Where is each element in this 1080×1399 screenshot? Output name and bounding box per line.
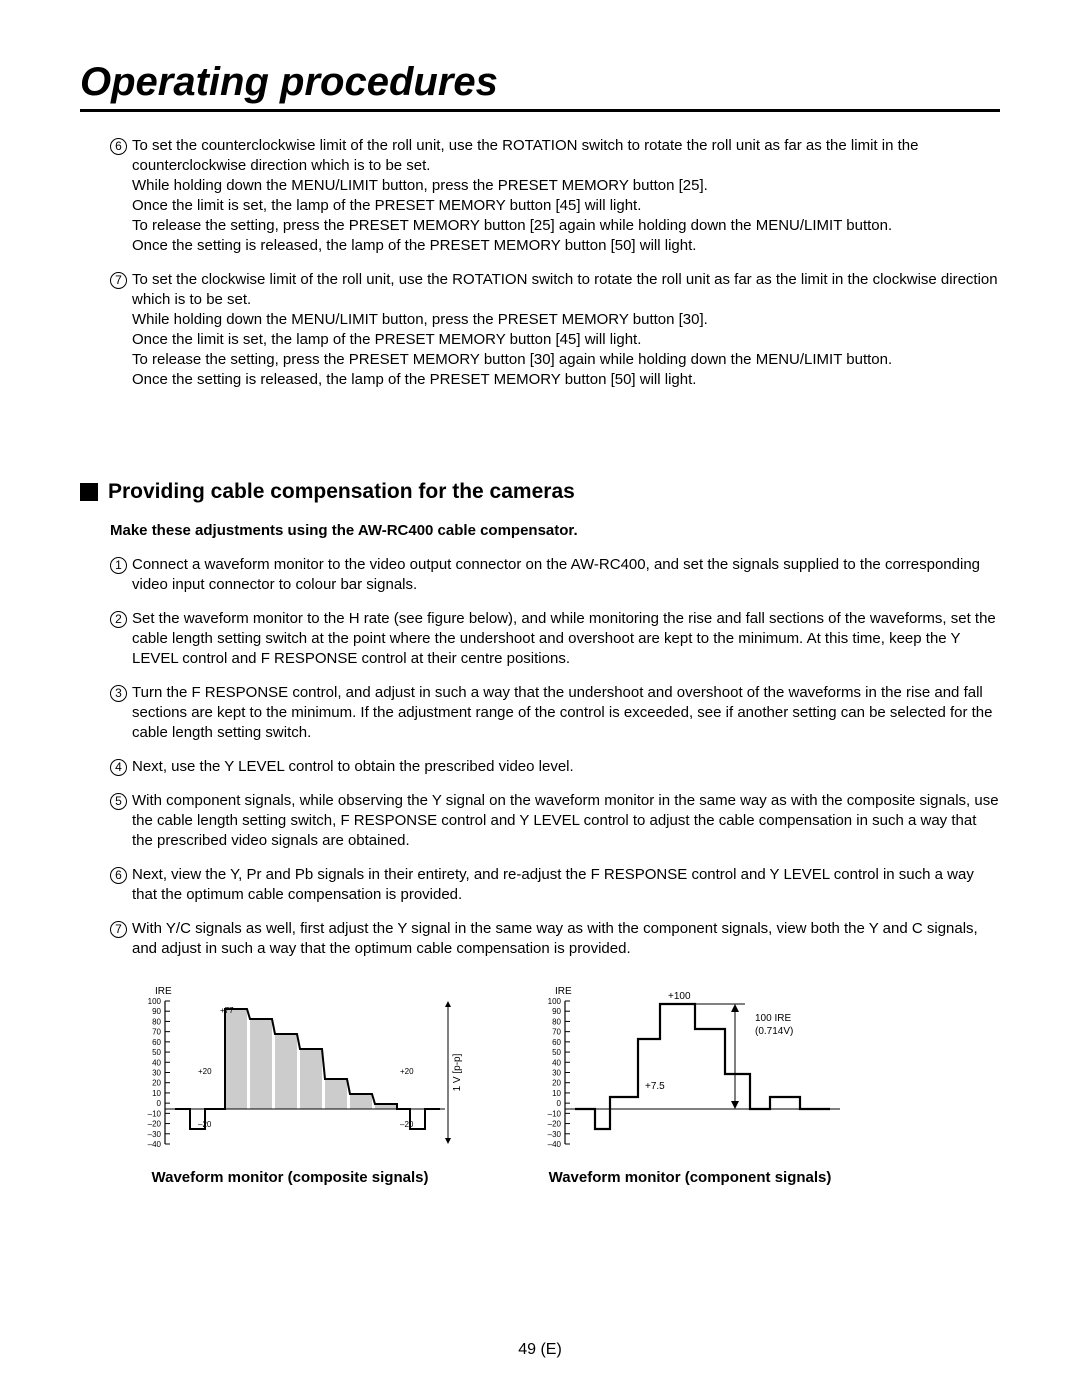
svg-text:–30: –30	[148, 1130, 162, 1139]
svg-text:20: 20	[152, 1079, 161, 1088]
top-steps-container: 6 To set the counterclockwise limit of th…	[80, 136, 1000, 390]
svg-text:50: 50	[152, 1048, 161, 1057]
page-number: 49 (E)	[0, 1341, 1080, 1359]
step-item: 6 Next, view the Y, Pr and Pb signals in …	[80, 865, 1000, 905]
step-body: To set the clockwise limit of the roll u…	[132, 270, 1000, 390]
step-item: 7 With Y/C signals as well, first adjust …	[80, 919, 1000, 959]
step-number: 4	[110, 757, 132, 777]
chart-right-caption: Waveform monitor (component signals)	[549, 1169, 832, 1186]
step-item: 5 With component signals, while observing…	[80, 791, 1000, 851]
svg-text:70: 70	[152, 1028, 161, 1037]
svg-text:–20: –20	[198, 1120, 212, 1129]
step-item: 1 Connect a waveform monitor to the video…	[80, 555, 1000, 595]
subheading-bold: Make these adjustments using the AW-RC40…	[80, 522, 1000, 539]
section-heading: Providing cable compensation for the cam…	[80, 480, 1000, 504]
svg-text:+20: +20	[198, 1067, 212, 1076]
svg-text:60: 60	[552, 1038, 561, 1047]
svg-text:IRE: IRE	[155, 986, 172, 997]
svg-text:10: 10	[152, 1089, 161, 1098]
svg-text:–20: –20	[148, 1120, 162, 1129]
svg-text:IRE: IRE	[555, 986, 572, 997]
circled-number-icon: 7	[110, 272, 127, 289]
step-body: To set the counterclockwise limit of the…	[132, 136, 1000, 256]
step-item: 4 Next, use the Y LEVEL control to obtain…	[80, 757, 1000, 777]
page-title: Operating procedures	[80, 60, 1000, 112]
svg-text:50: 50	[552, 1048, 561, 1057]
svg-text:–10: –10	[548, 1109, 562, 1118]
chart-right-block: IRE1009080706050403020100–10–20–30–40+10…	[510, 979, 870, 1186]
step-body: Turn the F RESPONSE control, and adjust …	[132, 683, 1000, 743]
svg-text:–40: –40	[148, 1140, 162, 1149]
step-number: 3	[110, 683, 132, 743]
svg-text:–20: –20	[400, 1120, 414, 1129]
svg-text:–10: –10	[148, 1109, 162, 1118]
svg-text:70: 70	[552, 1028, 561, 1037]
svg-text:+20: +20	[400, 1067, 414, 1076]
svg-text:90: 90	[152, 1007, 161, 1016]
svg-text:–40: –40	[548, 1140, 562, 1149]
waveform-chart-component: IRE1009080706050403020100–10–20–30–40+10…	[510, 979, 870, 1159]
step-body: With component signals, while observing …	[132, 791, 1000, 851]
svg-text:100: 100	[548, 997, 562, 1006]
step-body: With Y/C signals as well, first adjust t…	[132, 919, 1000, 959]
circled-number-icon: 6	[110, 138, 127, 155]
step-body: Set the waveform monitor to the H rate (…	[132, 609, 1000, 669]
chart-left-caption: Waveform monitor (composite signals)	[152, 1169, 429, 1186]
svg-text:+100: +100	[668, 991, 691, 1002]
svg-text:80: 80	[152, 1017, 161, 1026]
circled-number-icon: 1	[110, 557, 127, 574]
step-item: 2 Set the waveform monitor to the H rate …	[80, 609, 1000, 669]
svg-text:40: 40	[552, 1058, 561, 1067]
svg-text:(0.714V): (0.714V)	[755, 1026, 793, 1037]
step-item: 7 To set the clockwise limit of the roll …	[80, 270, 1000, 390]
circled-number-icon: 7	[110, 921, 127, 938]
circled-number-icon: 5	[110, 793, 127, 810]
charts-row: IRE1009080706050403020100–10–20–30–401 V…	[80, 979, 1000, 1186]
svg-text:100: 100	[148, 997, 162, 1006]
svg-text:10: 10	[552, 1089, 561, 1098]
step-body: Next, view the Y, Pr and Pb signals in t…	[132, 865, 1000, 905]
step-body: Next, use the Y LEVEL control to obtain …	[132, 757, 1000, 777]
step-body: Connect a waveform monitor to the video …	[132, 555, 1000, 595]
square-bullet-icon	[80, 483, 98, 501]
cable-steps-container: 1 Connect a waveform monitor to the video…	[80, 555, 1000, 959]
svg-text:–30: –30	[548, 1130, 562, 1139]
svg-text:20: 20	[552, 1079, 561, 1088]
svg-text:90: 90	[552, 1007, 561, 1016]
svg-text:+7.5: +7.5	[645, 1081, 665, 1092]
svg-text:30: 30	[552, 1069, 561, 1078]
step-number: 1	[110, 555, 132, 595]
step-number: 6	[110, 865, 132, 905]
svg-text:60: 60	[152, 1038, 161, 1047]
step-item: 3 Turn the F RESPONSE control, and adjust…	[80, 683, 1000, 743]
svg-text:100 IRE: 100 IRE	[755, 1013, 791, 1024]
step-number: 7	[110, 919, 132, 959]
step-number: 7	[110, 270, 132, 390]
svg-text:80: 80	[552, 1017, 561, 1026]
svg-text:0: 0	[557, 1099, 562, 1108]
chart-left-block: IRE1009080706050403020100–10–20–30–401 V…	[110, 979, 470, 1186]
step-item: 6 To set the counterclockwise limit of th…	[80, 136, 1000, 256]
svg-text:1 V [p-p]: 1 V [p-p]	[452, 1053, 463, 1091]
section-heading-text: Providing cable compensation for the cam…	[108, 480, 575, 504]
circled-number-icon: 2	[110, 611, 127, 628]
circled-number-icon: 4	[110, 759, 127, 776]
circled-number-icon: 6	[110, 867, 127, 884]
svg-text:–20: –20	[548, 1120, 562, 1129]
step-number: 2	[110, 609, 132, 669]
step-number: 5	[110, 791, 132, 851]
svg-text:30: 30	[152, 1069, 161, 1078]
circled-number-icon: 3	[110, 685, 127, 702]
waveform-chart-composite: IRE1009080706050403020100–10–20–30–401 V…	[110, 979, 470, 1159]
svg-text:40: 40	[152, 1058, 161, 1067]
svg-text:+77: +77	[220, 1006, 234, 1015]
step-number: 6	[110, 136, 132, 256]
svg-text:0: 0	[157, 1099, 162, 1108]
